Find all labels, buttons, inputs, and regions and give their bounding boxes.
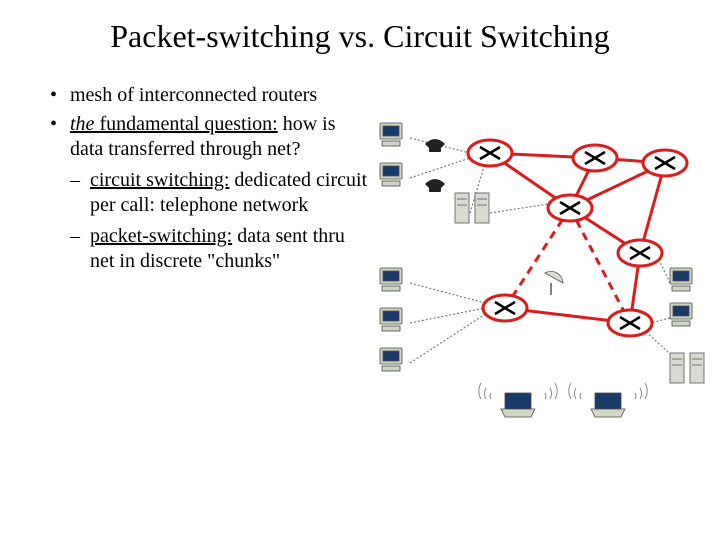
text-column: mesh of interconnected routers the funda… xyxy=(0,83,370,280)
subbullet-1-head: circuit switching: xyxy=(90,169,229,191)
computer-icon xyxy=(670,303,692,326)
content-area: mesh of interconnected routers the funda… xyxy=(0,83,720,280)
computer-icon xyxy=(380,123,402,146)
satellite-icon xyxy=(545,271,563,295)
device-link xyxy=(410,313,487,363)
subbullet-2-head: packet-switching: xyxy=(90,225,232,247)
telephone-icon xyxy=(425,139,445,152)
server-icon xyxy=(670,353,684,383)
router-icon xyxy=(608,310,652,336)
server-icon xyxy=(475,193,489,223)
network-diagram xyxy=(370,103,710,443)
router-icon xyxy=(618,240,662,266)
slide-title: Packet-switching vs. Circuit Switching xyxy=(0,0,720,55)
laptop-icon xyxy=(479,383,557,417)
bullet-1: mesh of interconnected routers xyxy=(48,83,370,108)
telephone-icon xyxy=(425,179,445,192)
laptop-icon xyxy=(569,383,647,417)
router-icon xyxy=(548,195,592,221)
bullet-1-text: mesh of interconnected routers xyxy=(70,84,317,106)
router-icon xyxy=(468,140,512,166)
subbullet-1: circuit switching: dedicated circuit per… xyxy=(48,168,370,218)
device-link xyxy=(410,308,485,323)
bullet-2-rest: fundamental question: xyxy=(94,113,277,135)
bullet-2-the: the xyxy=(70,113,94,135)
bullet-2: the fundamental question: how is data tr… xyxy=(48,112,370,162)
router-icon xyxy=(643,150,687,176)
computer-icon xyxy=(380,268,402,291)
computer-icon xyxy=(380,348,402,371)
server-icon xyxy=(690,353,704,383)
device-link xyxy=(658,258,670,283)
computer-icon xyxy=(380,308,402,331)
device-link xyxy=(490,203,555,213)
server-icon xyxy=(455,193,469,223)
router-link-dashed xyxy=(505,208,570,308)
diagram-column xyxy=(370,83,720,280)
computer-icon xyxy=(670,268,692,291)
subbullet-2: packet-switching: data sent thru net in … xyxy=(48,224,370,274)
router-icon xyxy=(483,295,527,321)
device-link xyxy=(410,158,470,178)
router-icon xyxy=(573,145,617,171)
router-link-dashed xyxy=(570,208,630,323)
computer-icon xyxy=(380,163,402,186)
device-link xyxy=(410,283,485,303)
